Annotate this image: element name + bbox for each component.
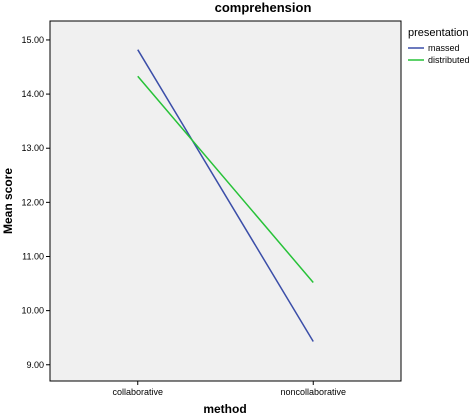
y-tick-label: 10.00 xyxy=(21,306,44,316)
y-tick-label: 13.00 xyxy=(21,143,44,153)
series-line-massed xyxy=(137,49,314,342)
legend-label-massed: massed xyxy=(428,43,460,53)
series-line-distributed xyxy=(137,75,314,283)
y-tick-label: 12.00 xyxy=(21,197,44,207)
y-tick-label: 11.00 xyxy=(22,251,44,261)
x-tick-label: noncollaborative xyxy=(280,387,346,397)
plot-area xyxy=(49,20,402,382)
x-axis-ticks: collaborative noncollaborative xyxy=(112,381,346,397)
y-axis-ticks: 9.00 10.00 11.00 12.00 13.00 14.00 15.00 xyxy=(21,35,50,370)
legend-label-distributed: distributed xyxy=(428,55,470,65)
legend-title: presentation xyxy=(408,27,469,39)
series-lines xyxy=(137,49,314,342)
x-axis-title: method xyxy=(203,402,246,416)
y-tick-label: 9.00 xyxy=(26,360,44,370)
x-tick-label: collaborative xyxy=(112,387,163,397)
y-axis-title: Mean score xyxy=(1,168,15,234)
y-tick-label: 15.00 xyxy=(21,35,44,45)
chart-title: comprehension xyxy=(215,0,312,15)
y-tick-label: 14.00 xyxy=(21,89,44,99)
legend: presentation massed distributed xyxy=(408,27,470,65)
